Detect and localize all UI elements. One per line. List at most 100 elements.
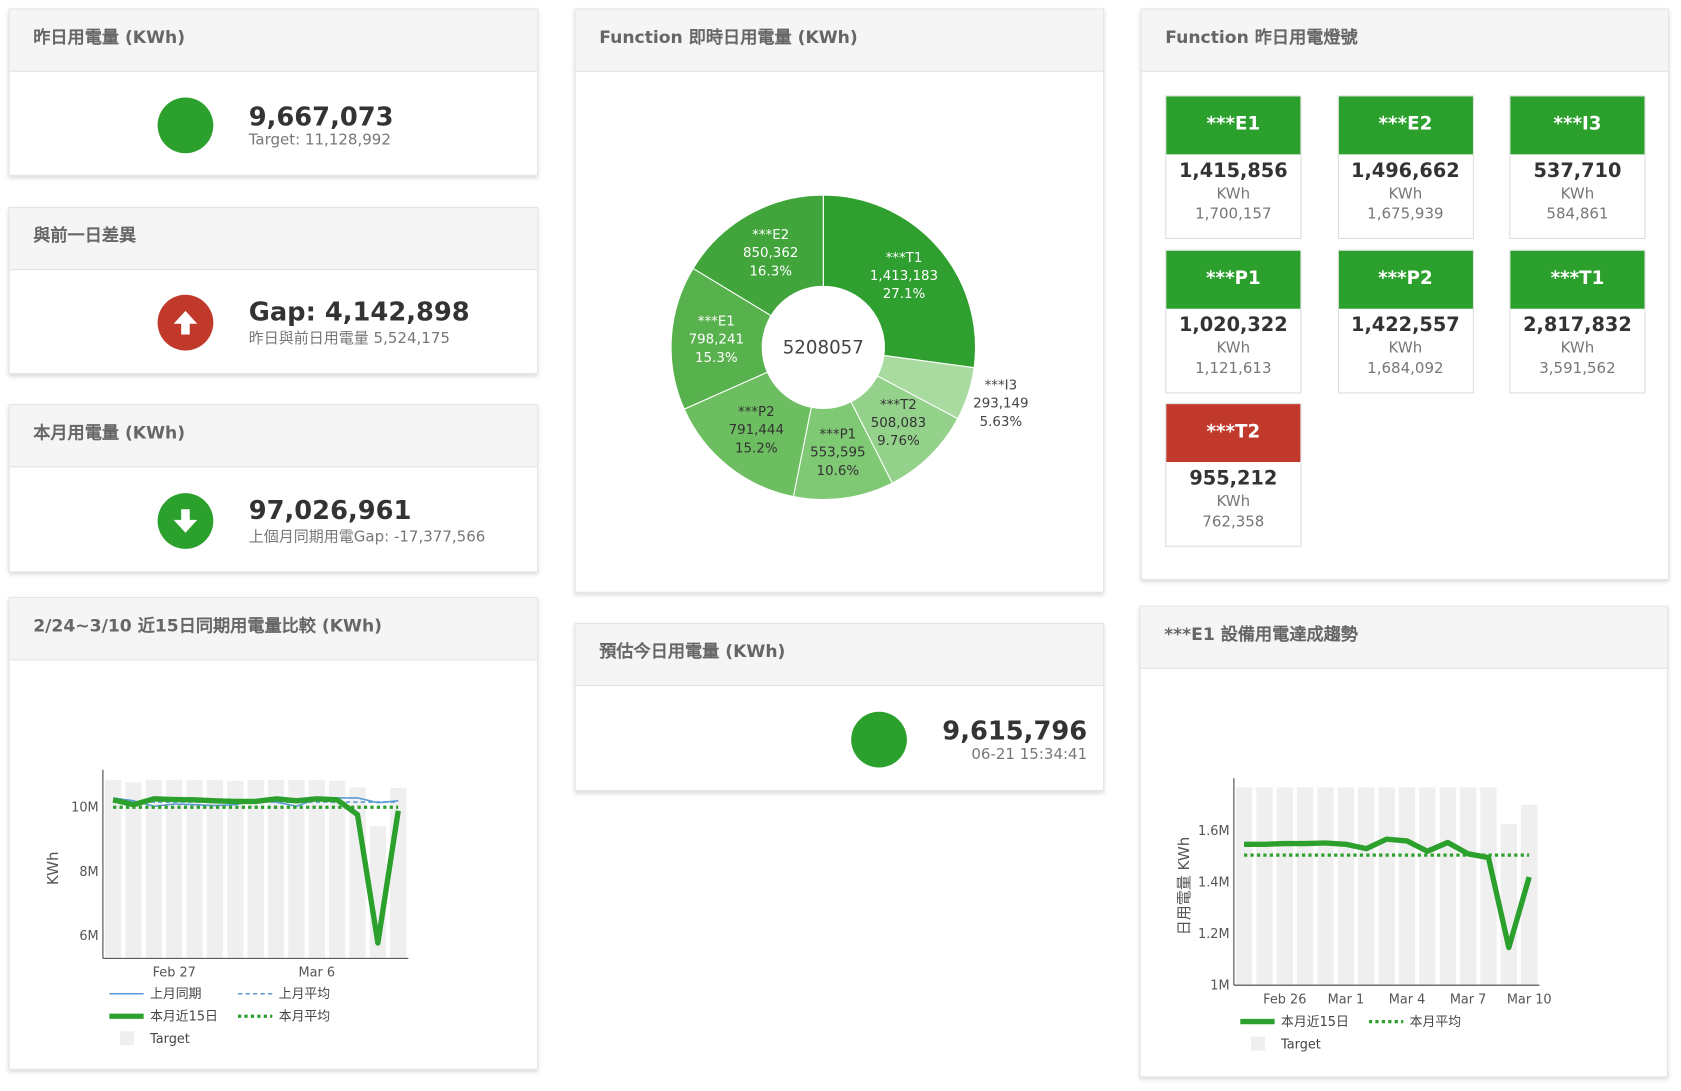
month-value: 97,026,961 xyxy=(248,495,412,526)
x-tick-label: Mar 4 xyxy=(1389,992,1426,1007)
light-value: 1,422,557 xyxy=(1351,313,1460,337)
light-name: ***P1 xyxy=(1166,250,1301,309)
panel-title: ***E1 設備用電達成趨勢 xyxy=(1140,606,1667,669)
slice-label: ***I3 xyxy=(985,378,1018,393)
predict-panel: 預估今日用電量 (KWh) 9,615,796 06-21 15:34:41 xyxy=(574,622,1105,792)
slice-percent: 10.6% xyxy=(817,464,860,479)
slice-label: ***E1 xyxy=(698,315,735,330)
slice-value-label: 293,149 xyxy=(973,397,1028,412)
target-bar xyxy=(125,782,142,959)
light-unit: KWh xyxy=(1216,493,1251,511)
panel-title: 2/24~3/10 近15日同期用電量比較 (KWh) xyxy=(9,598,538,661)
light-unit: KWh xyxy=(1388,185,1423,203)
slice-label: ***T2 508,083 9.76% xyxy=(871,398,926,449)
status-light-icon xyxy=(851,711,907,768)
light-target: 3,591,562 xyxy=(1539,359,1616,377)
legend-swatch xyxy=(120,1031,134,1046)
trend-panel: ***E1 設備用電達成趨勢 1M 1.2M 1.4M 1.6M Feb 26 Mar 1… xyxy=(1139,605,1669,1078)
gap-sub: 昨日與前日用電量 5,524,175 xyxy=(248,330,450,348)
light-value: 1,415,856 xyxy=(1178,159,1288,183)
slice-percent: 27.1% xyxy=(883,287,926,302)
light-unit: KWh xyxy=(1388,339,1423,357)
y-tick-label: 1.2M xyxy=(1198,927,1230,942)
target-bar xyxy=(145,779,162,959)
light-card: ***E2 1,496,662 KWh 1,675,939 xyxy=(1337,95,1474,240)
target-bar xyxy=(104,779,122,959)
light-unit: KWh xyxy=(1560,339,1595,357)
panel-title: 與前一日差異 xyxy=(9,207,538,271)
light-target: 762,358 xyxy=(1202,513,1265,531)
slice-label: ***P1 xyxy=(819,428,856,443)
target-bar xyxy=(1358,787,1375,986)
legend-label: 本月近15日 xyxy=(150,1010,218,1025)
target-bar xyxy=(1256,787,1273,986)
y-axis-label: 日用電量 KWh xyxy=(1175,837,1193,935)
light-name: ***T2 xyxy=(1166,404,1301,463)
light-card: ***I3 537,710 KWh 584,861 xyxy=(1509,95,1646,240)
y-tick-label: 1M xyxy=(1210,978,1229,993)
target-bar xyxy=(247,779,264,959)
slice-value-label: 798,241 xyxy=(689,333,744,348)
slice-value-label: 508,083 xyxy=(871,416,926,431)
legend-label: 本月平均 xyxy=(279,1010,330,1025)
panel-title: 本月用電量 (KWh) xyxy=(9,405,538,468)
light-unit: KWh xyxy=(1560,185,1595,203)
y-tick-label: 6M xyxy=(79,929,98,944)
legend-swatch xyxy=(1251,1036,1265,1051)
target-bar xyxy=(1500,823,1517,986)
legend-label: Target xyxy=(149,1032,190,1047)
slice-label: ***P2 791,444 15.2% xyxy=(729,405,784,456)
yesterday-target: Target: 11,128,992 xyxy=(248,131,391,150)
slice-label: ***T2 xyxy=(880,398,917,413)
light-name: ***E1 xyxy=(1166,96,1301,155)
slice-percent: 15.3% xyxy=(695,351,738,366)
target-bar xyxy=(1276,787,1293,986)
panel-title: 預估今日用電量 (KWh) xyxy=(575,623,1104,687)
donut-panel: Function 即時日用電量 (KWh) ***T1 1,413,183 27.1… xyxy=(574,8,1105,593)
slice-label: ***I3 293,149 5.63% xyxy=(973,378,1028,429)
gap-value: Gap: 4,142,898 xyxy=(248,296,470,327)
target-bar xyxy=(1521,804,1538,986)
donut-chart: ***T1 1,413,183 27.1% ***I3 293,149 5.63% ***T… xyxy=(670,194,1029,501)
slice-percent: 16.3% xyxy=(749,264,792,279)
slice-value-label: 553,595 xyxy=(810,446,865,461)
slice-label: ***T1 xyxy=(886,251,923,266)
legend-label: 上月平均 xyxy=(279,987,330,1002)
lights-panel: Function 昨日用電燈號 ***E1 1,415,856 KWh 1,70… xyxy=(1140,8,1670,580)
target-bar xyxy=(166,779,183,959)
light-card: ***T2 955,212 KWh 762,358 xyxy=(1165,403,1302,547)
target-bar xyxy=(1337,787,1355,986)
light-card: ***T1 2,817,832 KWh 3,591,562 xyxy=(1509,249,1646,393)
trend-chart: 1M 1.2M 1.4M 1.6M Feb 26 Mar 1 Mar 4 Mar 7 Mar 1… xyxy=(1175,778,1552,1052)
target-bar xyxy=(308,779,325,959)
slice-percent: 5.63% xyxy=(980,415,1023,430)
legend-label: 本月平均 xyxy=(1410,1015,1461,1030)
target-bar xyxy=(1419,787,1436,986)
light-target: 1,675,939 xyxy=(1367,205,1444,223)
status-light-icon xyxy=(157,97,214,154)
x-tick-label: Feb 26 xyxy=(1263,992,1306,1007)
x-tick-label: Mar 10 xyxy=(1507,992,1552,1007)
x-tick-label: Mar 7 xyxy=(1450,992,1487,1007)
legend-label: Target xyxy=(1280,1037,1321,1052)
light-target: 1,700,157 xyxy=(1195,205,1272,223)
light-card: ***P2 1,422,557 KWh 1,684,092 xyxy=(1337,249,1474,393)
light-target: 1,684,092 xyxy=(1367,359,1444,377)
slice-value-label: 791,444 xyxy=(729,423,784,438)
light-name: ***E2 xyxy=(1338,96,1473,155)
target-bar xyxy=(1235,787,1253,986)
light-value: 955,212 xyxy=(1189,467,1278,490)
slice-label: ***E2 850,362 16.3% xyxy=(743,228,798,279)
light-value: 537,710 xyxy=(1533,159,1622,183)
month-panel: 本月用電量 (KWh) 97,026,961 上個月同期用電Gap: -17,3… xyxy=(8,404,539,573)
donut-slice xyxy=(692,194,824,317)
x-tick-label: Mar 1 xyxy=(1328,992,1365,1007)
arrow-down-icon xyxy=(157,493,214,549)
y-tick-label: 10M xyxy=(71,801,98,816)
panel-title: Function 昨日用電燈號 xyxy=(1141,9,1669,72)
light-name: ***T1 xyxy=(1510,250,1645,309)
donut-total: 5208057 xyxy=(783,338,864,359)
light-name: ***I3 xyxy=(1510,96,1645,155)
series-line xyxy=(1244,836,1532,951)
month-sub: 上個月同期用電Gap: -17,377,566 xyxy=(248,528,486,546)
